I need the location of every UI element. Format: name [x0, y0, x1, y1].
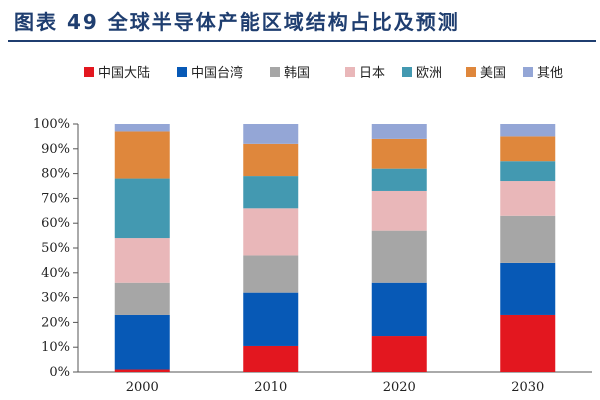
y-axis: 0% 10% 20% 30% 40% 50% 60% 70% 80% 90% 100% — [33, 117, 79, 380]
bar-segment — [114, 369, 170, 372]
figure-title: 图表 49 全球半导体产能区域结构占比及预测 — [14, 10, 460, 34]
legend-label: 中国大陆 — [98, 65, 150, 81]
y-tick-label: 100% — [33, 117, 70, 132]
bar-segment — [371, 124, 427, 139]
y-tick-label: 20% — [41, 315, 70, 330]
bar-segment — [243, 143, 299, 177]
bar-segment — [371, 190, 427, 231]
bar-segment — [500, 215, 556, 263]
x-tick-label: 2030 — [511, 380, 544, 395]
legend-label: 中国台湾 — [191, 65, 243, 81]
bar-segment — [371, 282, 427, 337]
bar-segment — [243, 208, 299, 256]
bar-segment — [500, 314, 556, 372]
bar-segment — [500, 181, 556, 216]
legend-label: 其他 — [537, 66, 563, 81]
bar-segment — [500, 262, 556, 315]
bar-segment — [114, 238, 170, 283]
bar-segment — [500, 136, 556, 162]
legend-swatch — [523, 67, 533, 77]
legend-swatch — [177, 67, 187, 77]
legend-label: 欧洲 — [416, 66, 442, 81]
x-tick-label: 2010 — [254, 380, 287, 395]
y-tick-label: 70% — [41, 191, 70, 206]
legend-label: 日本 — [359, 66, 385, 81]
bar-segment — [500, 124, 556, 137]
x-axis: 2000 2010 2020 2030 — [78, 371, 592, 395]
legend-swatch — [345, 67, 355, 77]
bar-segment — [243, 345, 299, 372]
bar-segment — [114, 282, 170, 315]
bar-segment — [243, 124, 299, 144]
title-divider — [8, 40, 596, 42]
bar-segment — [371, 230, 427, 283]
legend-label: 韩国 — [284, 66, 310, 81]
legend-swatch — [466, 67, 476, 77]
bar-segment — [371, 138, 427, 169]
y-tick-label: 0% — [49, 365, 70, 380]
x-tick-label: 2020 — [383, 380, 416, 395]
legend-swatch — [84, 67, 94, 77]
bar-segment — [371, 168, 427, 191]
legend-label: 美国 — [480, 66, 506, 81]
bar-segment — [500, 161, 556, 182]
y-tick-label: 50% — [41, 241, 70, 256]
bar-segment — [243, 255, 299, 293]
bar-segment — [243, 292, 299, 346]
legend-swatch — [270, 67, 280, 77]
y-tick-label: 30% — [41, 291, 70, 306]
bar-segment — [371, 336, 427, 372]
y-tick-label: 90% — [41, 142, 70, 157]
bar-segment — [243, 176, 299, 209]
bar-segment — [114, 314, 170, 370]
y-tick-label: 60% — [41, 216, 70, 231]
bar-segment — [114, 178, 170, 239]
bar-segment — [114, 131, 170, 179]
legend-swatch — [402, 67, 412, 77]
y-tick-label: 80% — [41, 167, 70, 182]
legend: 中国大陆 中国台湾 韩国 日本 欧洲 美国 其他 — [84, 65, 563, 81]
y-tick-label: 40% — [41, 266, 70, 281]
bar-segment — [114, 124, 170, 132]
bars — [114, 124, 556, 372]
x-tick-label: 2000 — [126, 380, 159, 395]
y-tick-label: 10% — [41, 340, 70, 355]
